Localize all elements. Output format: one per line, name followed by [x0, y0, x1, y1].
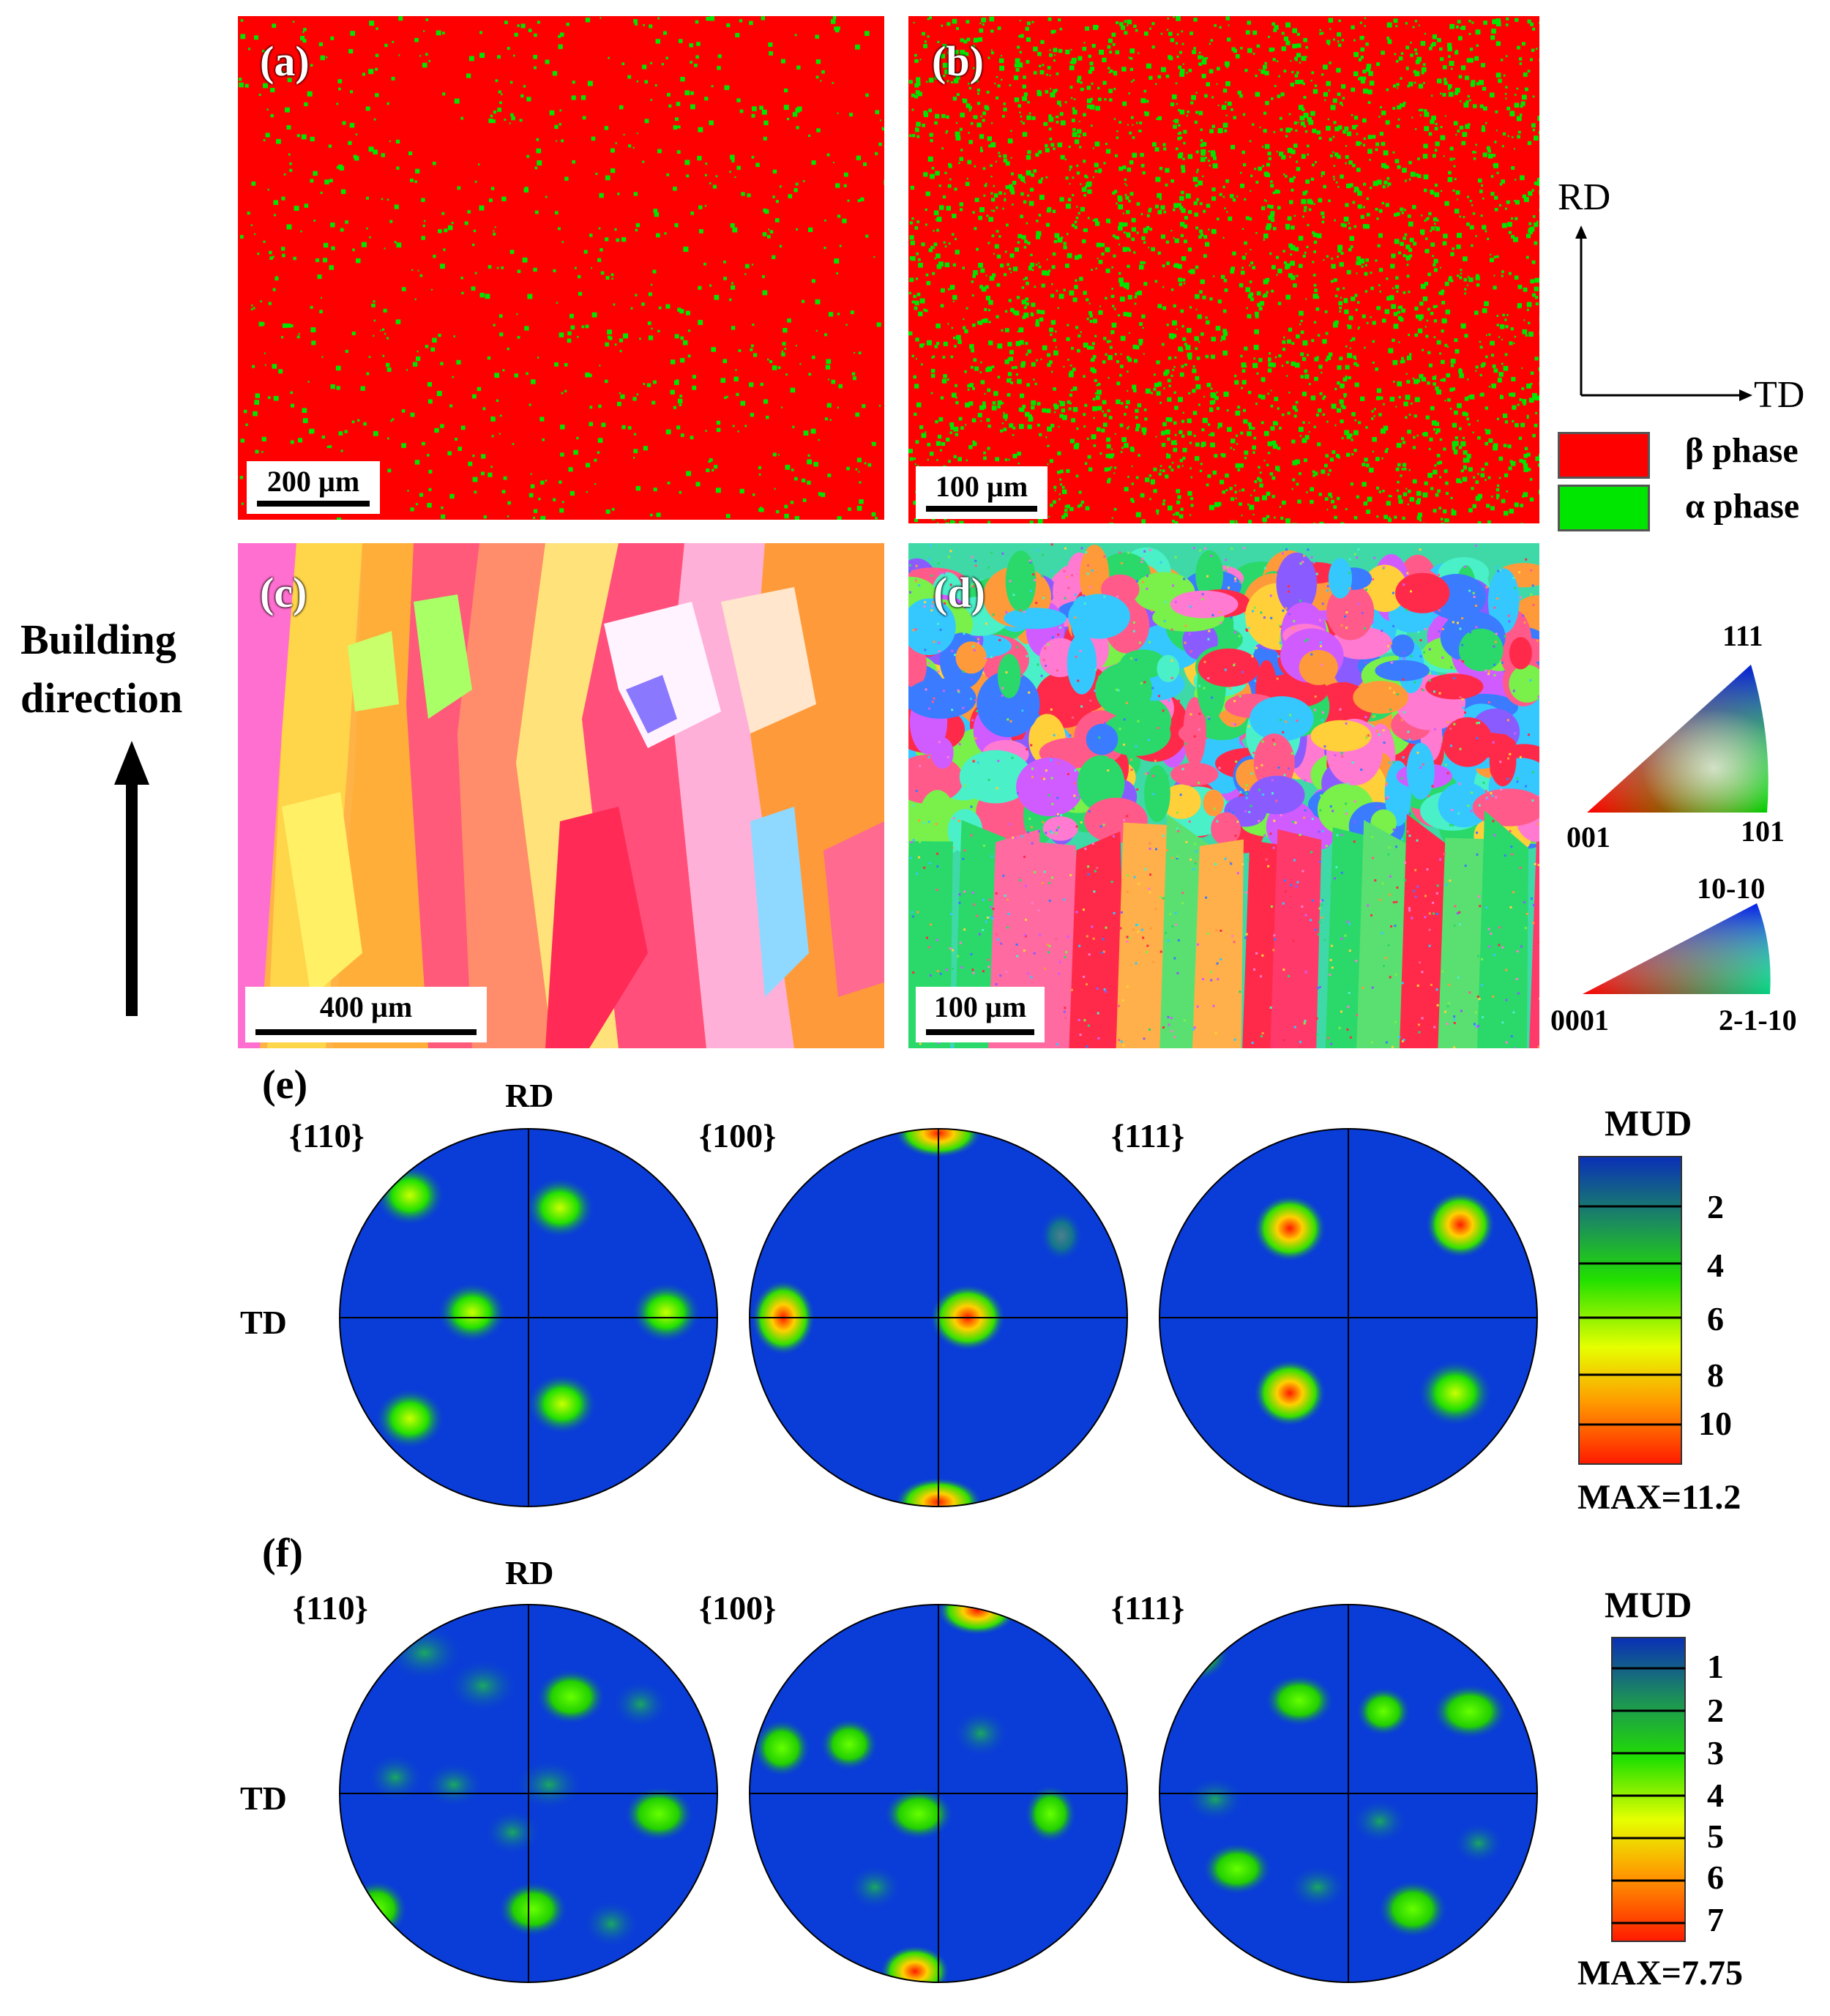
axis-rd-label: RD: [1558, 176, 1611, 218]
pf-f-111: [1159, 1605, 1537, 1982]
pf-e-100: [750, 1129, 1127, 1507]
ipf-hex-left-label: 0001: [1550, 1004, 1609, 1037]
legend-alpha-label: α phase: [1685, 487, 1800, 526]
panel-c-grains: [238, 543, 884, 1048]
ipf-cubic-triangle: [1587, 665, 1769, 813]
pf-f-label: (f): [262, 1531, 303, 1576]
ipf-hex-top-label: 10-10: [1697, 872, 1766, 905]
panel-a-scalebar: 200 µm: [247, 461, 380, 514]
panel-c-label: (c): [260, 569, 307, 616]
cb-e-tick-8: 8: [1707, 1356, 1724, 1394]
cb-f-tick-1: 1: [1707, 1648, 1724, 1685]
panel-b-label: (b): [932, 37, 984, 85]
cb-e-max: MAX=11.2: [1577, 1478, 1741, 1517]
cb-e-title: MUD: [1605, 1102, 1692, 1143]
panel-b-scalebar: 100 µm: [916, 466, 1047, 519]
cb-f-tick-6: 6: [1707, 1859, 1724, 1896]
cb-e-tick-10: 10: [1698, 1405, 1732, 1442]
pf-f-rd-label: RD: [505, 1554, 554, 1591]
cb-f-tick-3: 3: [1707, 1734, 1724, 1772]
pf-e-figures: [339, 1128, 1538, 1507]
panel-d-label: (d): [933, 569, 985, 616]
ipf-cubic-top-label: 111: [1722, 619, 1763, 652]
pf-e-label: (e): [262, 1062, 308, 1108]
pf-e-plane-100: {100}: [699, 1117, 777, 1154]
cb-e-tick-2: 2: [1707, 1188, 1724, 1225]
building-direction-arrow: [114, 741, 149, 1016]
panel-d-scale-text: 100 µm: [933, 990, 1027, 1023]
pf-f-plane-100: {100}: [699, 1589, 777, 1627]
cb-e-tick-6: 6: [1707, 1300, 1724, 1337]
panel-a-label: (a): [260, 37, 310, 85]
panel-d-ipf-map: (d) 100 µm: [908, 543, 1539, 1048]
ipf-hex-right-label: 2-1-10: [1719, 1004, 1797, 1037]
ipf-cubic-left-label: 001: [1566, 821, 1610, 854]
axis-td-label: TD: [1754, 374, 1805, 416]
pf-f-100: [750, 1605, 1127, 1982]
pf-e-111: [1159, 1129, 1537, 1507]
pf-e-td-label: TD: [240, 1304, 287, 1341]
cb-f-max: MAX=7.75: [1577, 1954, 1743, 1993]
rd-td-axes: [1575, 225, 1752, 401]
pf-e-plane-110: {110}: [289, 1117, 365, 1154]
pf-f-plane-110: {110}: [293, 1589, 368, 1627]
cb-f-tick-7: 7: [1707, 1901, 1724, 1938]
building-direction-line2: direction: [20, 674, 183, 722]
cb-f-bar: [1611, 1637, 1686, 1942]
panel-b-scale-text: 100 µm: [935, 470, 1028, 503]
panel-a-phase-map: (a) 200 µm: [238, 16, 884, 520]
legend-beta-label: β phase: [1685, 431, 1799, 470]
panel-c-scalebar: 400 µm: [245, 987, 487, 1042]
panel-a-scale-text: 200 µm: [266, 465, 360, 498]
panel-c-scale-text: 400 µm: [319, 990, 413, 1023]
panel-a-scale-line: [257, 501, 370, 507]
panel-d-scale-line: [926, 1029, 1034, 1035]
cb-f-tick-4: 4: [1707, 1777, 1724, 1814]
panel-b-phase-map: (b) 100 µm: [908, 16, 1539, 523]
pf-f-figures: [339, 1604, 1538, 1983]
pf-f-plane-111: {111}: [1111, 1589, 1185, 1627]
legend-alpha-swatch: [1558, 485, 1650, 531]
panel-d-scalebar: 100 µm: [916, 987, 1045, 1042]
pf-f-110: [340, 1605, 717, 1982]
panel-b-alpha-specks: [908, 16, 1539, 523]
cb-f-tick-2: 2: [1707, 1692, 1724, 1729]
cb-e-bar: [1578, 1156, 1682, 1465]
pf-e-110: [340, 1129, 717, 1507]
ipf-cubic-right-label: 101: [1741, 815, 1785, 848]
cb-e-tick-4: 4: [1707, 1247, 1724, 1284]
ipf-hex-triangle: [1583, 903, 1771, 994]
panel-c-ipf-map: (c) 400 µm: [238, 543, 884, 1048]
cb-f-tick-5: 5: [1707, 1818, 1724, 1855]
pf-e-rd-label: RD: [505, 1077, 554, 1114]
panel-d-grains: [908, 543, 1539, 1048]
panel-b-scale-line: [926, 506, 1037, 512]
pf-f-td-label: TD: [240, 1780, 287, 1817]
legend-beta-swatch: [1558, 432, 1650, 479]
panel-a-alpha-specks: [239, 16, 884, 520]
panel-c-scale-line: [255, 1029, 477, 1035]
pf-e-plane-111: {111}: [1111, 1117, 1185, 1154]
cb-f-title: MUD: [1605, 1584, 1692, 1625]
building-direction-line1: Building: [20, 616, 176, 663]
